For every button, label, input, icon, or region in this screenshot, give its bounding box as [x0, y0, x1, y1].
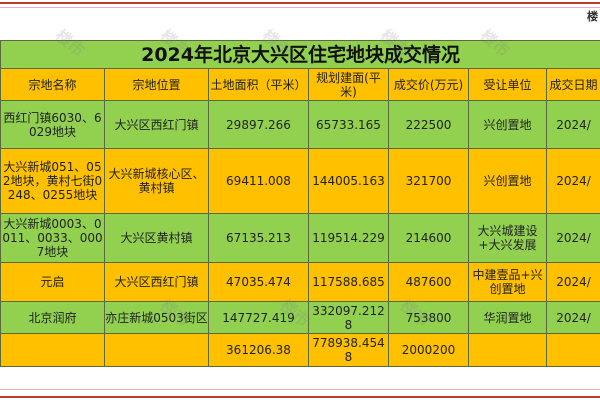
land-deal-table: 2024年北京大兴区住宅地块成交情况 宗地名称 宗地位置 土地面积（平米） 规划…: [0, 40, 600, 367]
table-cell: 2024/: [545, 213, 600, 263]
table-cell: 147727.419: [208, 301, 309, 334]
header-cell: 成交价(万元): [388, 68, 469, 101]
table-cell: 119514.229: [308, 213, 389, 263]
table-cell: 大兴区西红门镇: [104, 100, 209, 149]
table-cell: 2024/: [545, 100, 600, 149]
header-cell: 受让单位: [468, 68, 547, 101]
table-cell: 67135.213: [208, 213, 309, 263]
table-cell: 大兴新城核心区、黄村镇: [104, 148, 209, 214]
table-cell: 321700: [388, 148, 469, 214]
table-cell: 兴创置地: [468, 100, 547, 149]
table-cell: 361206.38: [208, 333, 309, 367]
table-cell: 元启: [0, 262, 105, 302]
table-cell: 214600: [388, 213, 469, 263]
table-cell: 47035.474: [208, 262, 309, 302]
header-cell: 土地面积（平米）: [208, 68, 309, 101]
table-cell: 大兴新城051、052地块，黄村七街0248、0255地块: [0, 148, 105, 214]
table-cell: 大兴区黄村镇: [104, 213, 209, 263]
table-row: 北京润府 亦庄新城0503街区 147727.419 332097.2128 75380…: [0, 301, 600, 334]
table-row: 361206.38 778938.4548 2000200: [0, 333, 600, 367]
table-cell: 2024/: [545, 301, 600, 334]
table-cell: 华润置地: [468, 301, 547, 334]
table-row: 西红门镇6030、6029地块 大兴区西红门镇 29897.266 65733.165…: [0, 100, 600, 149]
table-row: 大兴新城051、052地块，黄村七街0248、0255地块 大兴新城核心区、黄村镇…: [0, 148, 600, 214]
top-pink-border: [0, 7, 600, 8]
table-cell: 65733.165: [308, 100, 389, 149]
bottom-pink-border: [0, 389, 600, 390]
table-cell: 778938.4548: [308, 333, 389, 367]
table-row: 大兴新城0003、0011、0033、0007地块 大兴区黄村镇 67135.213…: [0, 213, 600, 263]
header-cell: 宗地位置: [104, 68, 209, 101]
table-cell: [545, 333, 600, 367]
table-cell: 中建壹品+兴创置地: [468, 262, 547, 302]
table-row: 元启 大兴区西红门镇 47035.474 117588.685 487600 中建壹品+兴…: [0, 262, 600, 302]
table-cell: 2000200: [388, 333, 469, 367]
table-cell: 117588.685: [308, 262, 389, 302]
table-cell: 兴创置地: [468, 148, 547, 214]
table-cell: 2024/: [545, 262, 600, 302]
table-title: 2024年北京大兴区住宅地块成交情况: [0, 40, 600, 69]
table-cell: [104, 333, 209, 367]
header-cell: 规划建面(平米): [308, 68, 389, 101]
table-cell: [0, 333, 105, 367]
table-cell: 大兴城建设+大兴发展: [468, 213, 547, 263]
table-cell: 753800: [388, 301, 469, 334]
header-cell: 成交日期: [545, 68, 600, 101]
table-cell: 亦庄新城0503街区: [104, 301, 209, 334]
table-cell: 2024/: [545, 148, 600, 214]
table-cell: 222500: [388, 100, 469, 149]
header-cell: 宗地名称: [0, 68, 105, 101]
bottom-red-border: [0, 396, 600, 398]
table-cell: 北京润府: [0, 301, 105, 334]
table-cell: 144005.163: [308, 148, 389, 214]
table-cell: 大兴新城0003、0011、0033、0007地块: [0, 213, 105, 263]
corner-watermark: 楼: [587, 10, 598, 23]
header-row: 宗地名称 宗地位置 土地面积（平米） 规划建面(平米) 成交价(万元) 受让单位…: [0, 68, 600, 101]
table-cell: 332097.2128: [308, 301, 389, 334]
table-cell: 西红门镇6030、6029地块: [0, 100, 105, 149]
table-cell: [468, 333, 547, 367]
table-cell: 69411.008: [208, 148, 309, 214]
table-cell: 487600: [388, 262, 469, 302]
top-red-border: [0, 2, 600, 4]
table-cell: 大兴区西红门镇: [104, 262, 209, 302]
table-cell: 29897.266: [208, 100, 309, 149]
